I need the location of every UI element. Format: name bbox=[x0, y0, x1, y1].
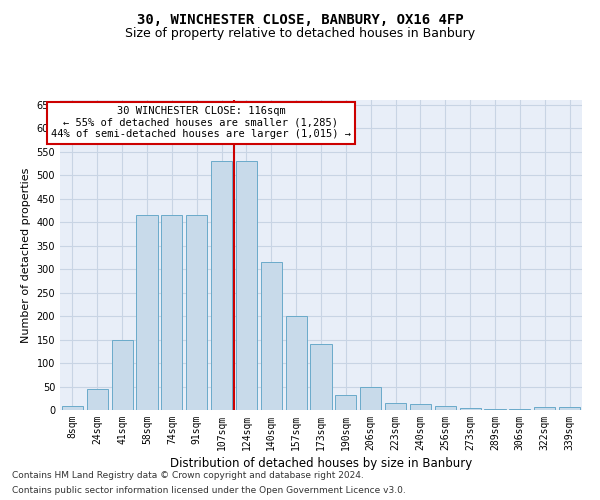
Bar bbox=[484, 409, 506, 410]
Bar bbox=[385, 403, 406, 410]
Bar bbox=[112, 340, 133, 410]
Bar bbox=[136, 215, 158, 410]
Bar bbox=[460, 408, 481, 410]
Text: Contains public sector information licensed under the Open Government Licence v3: Contains public sector information licen… bbox=[12, 486, 406, 495]
Y-axis label: Number of detached properties: Number of detached properties bbox=[21, 168, 31, 342]
Bar bbox=[87, 389, 108, 410]
Bar bbox=[509, 409, 530, 410]
Bar bbox=[186, 215, 207, 410]
Bar bbox=[310, 344, 332, 410]
Bar bbox=[62, 406, 83, 410]
Bar bbox=[261, 262, 282, 410]
X-axis label: Distribution of detached houses by size in Banbury: Distribution of detached houses by size … bbox=[170, 457, 472, 470]
Bar bbox=[559, 407, 580, 410]
Text: 30 WINCHESTER CLOSE: 116sqm
← 55% of detached houses are smaller (1,285)
44% of : 30 WINCHESTER CLOSE: 116sqm ← 55% of det… bbox=[51, 106, 351, 140]
Bar bbox=[335, 394, 356, 410]
Bar bbox=[161, 215, 182, 410]
Text: 30, WINCHESTER CLOSE, BANBURY, OX16 4FP: 30, WINCHESTER CLOSE, BANBURY, OX16 4FP bbox=[137, 12, 463, 26]
Bar bbox=[360, 388, 381, 410]
Bar bbox=[435, 406, 456, 410]
Bar bbox=[211, 161, 232, 410]
Bar bbox=[410, 404, 431, 410]
Bar bbox=[534, 407, 555, 410]
Text: Size of property relative to detached houses in Banbury: Size of property relative to detached ho… bbox=[125, 28, 475, 40]
Bar bbox=[286, 316, 307, 410]
Bar bbox=[236, 161, 257, 410]
Text: Contains HM Land Registry data © Crown copyright and database right 2024.: Contains HM Land Registry data © Crown c… bbox=[12, 471, 364, 480]
